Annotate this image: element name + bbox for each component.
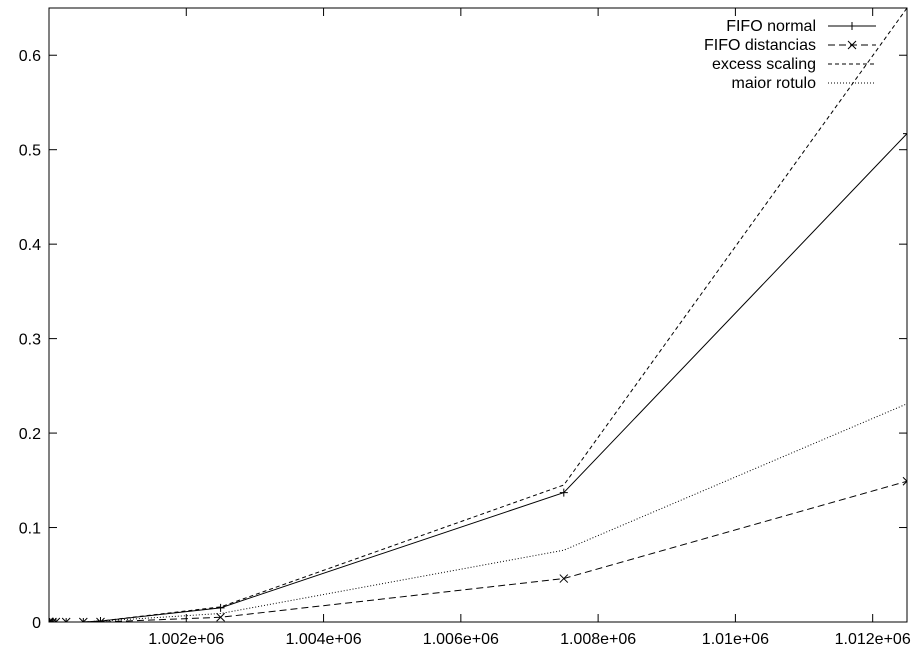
y-tick-label: 0.4 bbox=[19, 237, 41, 254]
data-point bbox=[62, 618, 71, 622]
legend-label: FIFO distancias bbox=[704, 37, 816, 54]
data-point bbox=[78, 617, 88, 622]
y-tick-label: 0.3 bbox=[19, 332, 41, 349]
y-tick-label: 0.5 bbox=[19, 143, 41, 160]
series-excess-scaling bbox=[49, 8, 907, 622]
series-line bbox=[49, 133, 907, 622]
y-tick-label: 0.6 bbox=[19, 48, 41, 65]
series-line bbox=[49, 8, 907, 622]
axis-ticks: 0 0.1 0.2 0.3 0.4 0.5 0.6 1.002e+06 1.004e+06 1.0… bbox=[19, 8, 911, 648]
data-point bbox=[79, 618, 88, 622]
x-tick-label: 1.008e+06 bbox=[560, 631, 636, 648]
series-line bbox=[49, 480, 907, 622]
data-point bbox=[51, 618, 60, 622]
data-point bbox=[216, 612, 225, 622]
series-fifo-distancias bbox=[49, 476, 907, 622]
x-tick-label: 1.002e+06 bbox=[148, 631, 224, 648]
series-line bbox=[49, 403, 907, 622]
legend-label: FIFO normal bbox=[726, 18, 816, 35]
x-tick-label: 1.01e+06 bbox=[702, 631, 769, 648]
data-point bbox=[902, 476, 907, 486]
plot-frame bbox=[48, 7, 908, 623]
y-tick-label: 0.2 bbox=[19, 426, 41, 443]
series-maior-rotulo bbox=[49, 403, 907, 622]
data-point bbox=[559, 574, 569, 583]
legend-marker bbox=[847, 40, 857, 50]
series-layer bbox=[49, 8, 907, 622]
legend-label: maior rotulo bbox=[732, 75, 817, 92]
legend-label: excess scaling bbox=[712, 56, 816, 73]
legend-marker bbox=[848, 22, 856, 30]
y-tick-label: 0 bbox=[32, 615, 41, 632]
y-tick-label: 0.1 bbox=[19, 521, 41, 538]
data-point bbox=[49, 617, 55, 622]
x-tick-label: 1.004e+06 bbox=[286, 631, 362, 648]
data-point bbox=[51, 617, 61, 622]
legend: FIFO normal FIFO distancias excess scaling… bbox=[704, 18, 876, 92]
data-point bbox=[216, 603, 225, 612]
data-point bbox=[559, 488, 568, 497]
data-point bbox=[49, 617, 57, 622]
data-point bbox=[61, 617, 71, 622]
data-point bbox=[903, 129, 907, 138]
x-tick-label: 1.012e+06 bbox=[835, 631, 911, 648]
x-tick-label: 1.006e+06 bbox=[423, 631, 499, 648]
data-point bbox=[96, 617, 105, 622]
series-fifo-normal bbox=[49, 129, 907, 622]
